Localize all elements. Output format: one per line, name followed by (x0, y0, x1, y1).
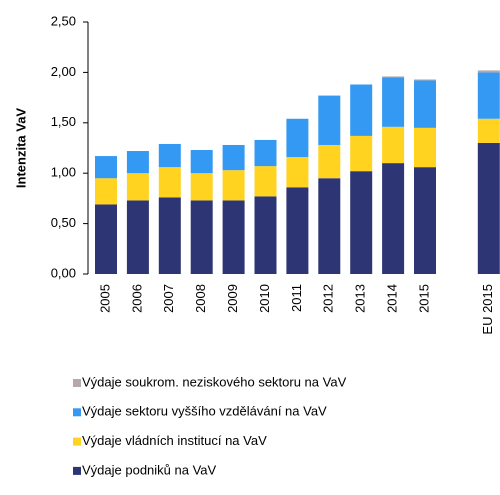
bar-segment (350, 171, 373, 274)
x-tick-label: 2015 (416, 284, 431, 313)
bar-segment (318, 178, 341, 274)
bar-segment (414, 79, 436, 81)
legend-label: Výdaje vládních institucí na VaV (82, 433, 267, 448)
bar-segment (414, 167, 436, 274)
bar-segment (126, 151, 149, 174)
bar-segment (95, 156, 117, 179)
x-tick-label: 2009 (225, 284, 240, 313)
legend-swatch (73, 408, 81, 417)
bar-segment (286, 157, 309, 188)
y-tick-label: 1,00 (51, 165, 76, 180)
y-tick-label: 0,00 (51, 265, 76, 280)
bar-segment (382, 77, 405, 127)
bar-segment (318, 144, 341, 179)
legend-label: Výdaje soukrom. neziskového sektoru na V… (82, 374, 347, 389)
legend-swatch (73, 379, 81, 387)
bar-segment (477, 118, 500, 143)
bar-segment (477, 72, 500, 119)
bar-segment (382, 163, 405, 274)
x-tick-label: 2008 (193, 284, 208, 313)
bar-segment (126, 200, 149, 274)
x-tick-label: 2011 (289, 284, 304, 312)
bar-segment (190, 173, 213, 201)
y-tick-label: 0,50 (51, 215, 76, 230)
bar-segment (382, 76, 405, 78)
bar-segment (350, 135, 373, 172)
bar-segment (158, 197, 181, 274)
bar-segment (158, 167, 181, 198)
x-tick-label: 2012 (321, 284, 336, 313)
legend-swatch (73, 466, 81, 475)
bar-segment (190, 200, 213, 274)
bar-segment (222, 144, 245, 171)
bar-segment (414, 127, 436, 168)
legend-label: Výdaje podniků na VaV (82, 462, 217, 477)
x-tick-label: 2010 (257, 284, 272, 313)
bar-segment (382, 126, 405, 164)
legend-swatch (73, 437, 81, 446)
y-axis-label: Intenzita VaV (13, 108, 28, 189)
bar-segment (350, 84, 373, 136)
bar-segment (126, 173, 149, 201)
bar-segment (190, 150, 213, 174)
y-tick-label: 1,50 (51, 114, 76, 129)
x-tick-label: 2013 (353, 284, 368, 313)
bar-segment (477, 70, 500, 73)
bar-segment (286, 118, 309, 158)
legend-label: Výdaje sektoru vyššího vzdělávání na VaV (82, 404, 327, 419)
bar-segment (222, 200, 245, 274)
bar-segment (95, 204, 117, 274)
y-tick-label: 2,50 (51, 13, 76, 28)
bar-segment (95, 178, 117, 205)
y-tick-label: 2,00 (51, 64, 76, 79)
x-tick-label: 2006 (129, 284, 144, 313)
bar-segment (414, 80, 436, 128)
bar-segment (254, 166, 277, 197)
bar-segment (222, 170, 245, 201)
x-tick-label: 2005 (97, 284, 112, 313)
x-tick-label: 2007 (161, 284, 176, 313)
bar-segment (254, 196, 277, 274)
bar-segment (477, 142, 500, 274)
x-tick-label: EU 2015 (480, 284, 495, 335)
bar-segment (318, 95, 341, 145)
bar-segment (286, 187, 309, 274)
bar-segment (158, 143, 181, 168)
bar-segment (254, 139, 277, 167)
x-tick-label: 2014 (385, 284, 400, 313)
